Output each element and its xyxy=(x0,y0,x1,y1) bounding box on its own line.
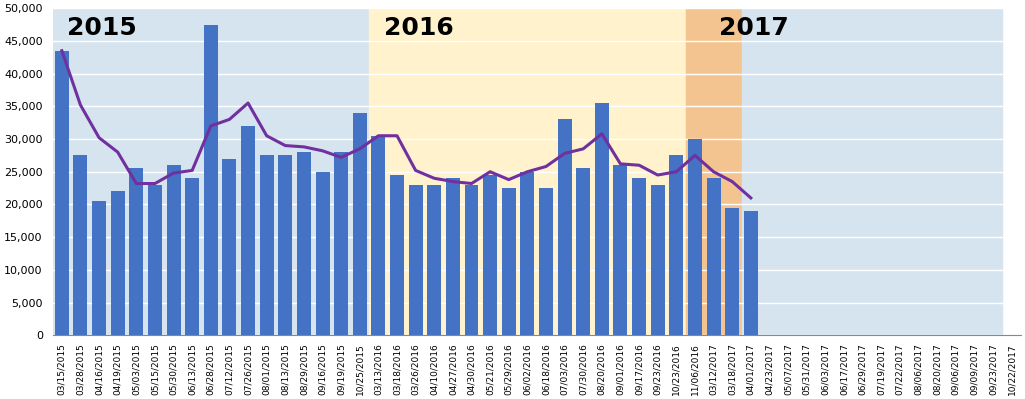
Bar xyxy=(688,139,702,335)
Bar xyxy=(279,155,292,335)
Bar xyxy=(167,165,180,335)
Bar xyxy=(483,175,497,335)
Bar xyxy=(74,155,87,335)
Bar xyxy=(148,185,162,335)
Bar xyxy=(614,165,627,335)
Bar xyxy=(222,159,237,335)
Bar xyxy=(129,168,144,335)
Bar xyxy=(651,185,664,335)
Bar xyxy=(669,155,684,335)
Bar xyxy=(686,8,741,335)
Bar xyxy=(464,185,479,335)
Bar xyxy=(409,185,422,335)
Bar xyxy=(576,168,590,335)
Bar xyxy=(297,152,311,335)
Bar xyxy=(111,192,125,335)
Bar xyxy=(259,155,274,335)
Bar xyxy=(316,172,329,335)
Bar xyxy=(632,178,646,335)
Bar xyxy=(186,178,199,335)
Bar xyxy=(334,152,349,335)
Bar xyxy=(726,208,739,335)
Bar xyxy=(558,119,572,335)
Text: 2016: 2016 xyxy=(384,16,454,40)
Bar xyxy=(204,24,217,335)
Text: 2015: 2015 xyxy=(68,16,137,40)
Bar xyxy=(741,8,1002,335)
Bar xyxy=(391,175,404,335)
Bar xyxy=(353,113,367,335)
Bar xyxy=(744,211,757,335)
Bar xyxy=(502,188,516,335)
Bar xyxy=(427,185,441,335)
Bar xyxy=(594,103,609,335)
Bar xyxy=(539,188,552,335)
Bar xyxy=(241,126,255,335)
Bar xyxy=(521,172,534,335)
Bar xyxy=(55,51,69,335)
Text: 2017: 2017 xyxy=(720,16,789,40)
Bar xyxy=(369,8,686,335)
Bar xyxy=(371,136,385,335)
Bar xyxy=(446,178,460,335)
Bar xyxy=(706,178,721,335)
Bar xyxy=(92,201,106,335)
Bar xyxy=(52,8,369,335)
